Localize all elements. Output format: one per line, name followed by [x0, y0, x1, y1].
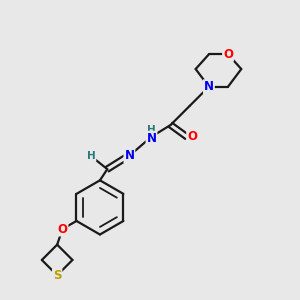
Text: O: O	[187, 130, 197, 143]
Text: N: N	[146, 132, 157, 145]
Text: H: H	[87, 151, 95, 161]
Text: O: O	[58, 223, 68, 236]
Text: N: N	[204, 80, 214, 93]
Text: O: O	[223, 48, 233, 61]
Text: H: H	[147, 125, 156, 135]
Text: S: S	[53, 269, 62, 282]
Text: N: N	[124, 149, 134, 162]
